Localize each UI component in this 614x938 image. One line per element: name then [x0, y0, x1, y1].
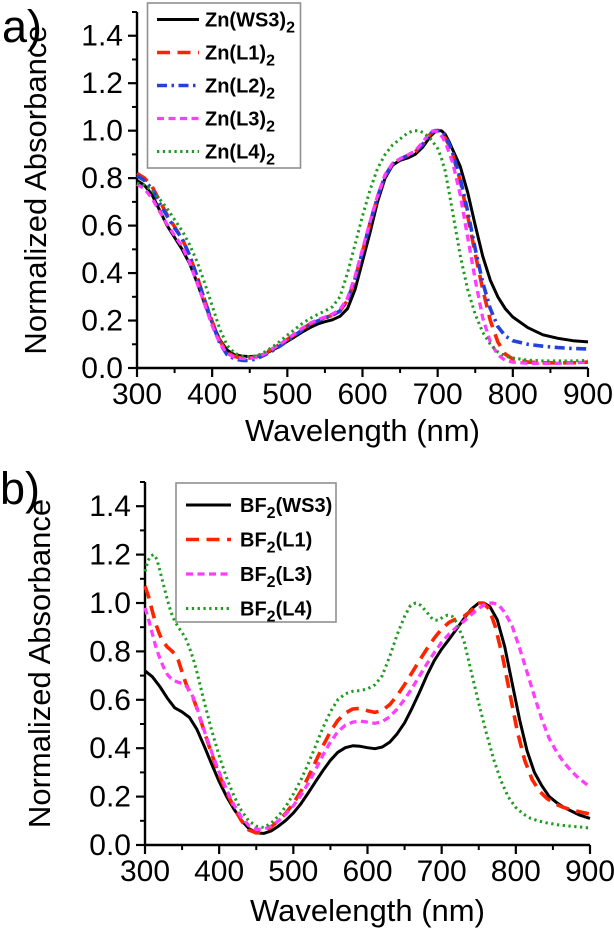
legend-label: BF2(WS3)	[240, 495, 332, 522]
panel-b-label: b)	[0, 463, 41, 514]
legend-entry-BF2(L1): BF2(L1)	[186, 530, 312, 557]
legend-label: Zn(L3)2	[205, 109, 275, 136]
y-tick-label: 0.2	[89, 781, 131, 814]
x-tick-label: 400	[187, 378, 237, 411]
y-tick-label: 1.0	[89, 587, 131, 620]
legend-entry-BF2(L3): BF2(L3)	[186, 564, 312, 591]
legend-entry-Zn(L2)2: Zn(L2)2	[157, 76, 275, 103]
y-axis-title: Normalized Absorbance	[18, 25, 53, 354]
legend-entry-BF2(WS3): BF2(WS3)	[186, 495, 332, 522]
legend-entry-Zn(WS3)2: Zn(WS3)2	[157, 10, 295, 37]
x-axis: 300 400 500 600 700 800 900	[120, 845, 614, 888]
legend-label: Zn(L4)2	[205, 142, 275, 169]
legend-label: Zn(L1)2	[205, 43, 275, 70]
x-tick-label: 500	[268, 855, 318, 888]
x-tick-label: 700	[413, 378, 463, 411]
legend-label: BF2(L3)	[240, 564, 312, 591]
panel-a-label: a)	[2, 1, 43, 52]
y-tick-label: 0.4	[81, 257, 123, 290]
legend-entry-Zn(L4)2: Zn(L4)2	[157, 142, 275, 169]
curve-Zn(L2)2	[136, 128, 589, 363]
legend-label: Zn(WS3)2	[205, 10, 295, 37]
x-tick-label: 800	[488, 378, 538, 411]
x-tick-label: 400	[194, 855, 244, 888]
x-axis: 300 400 500 600 700 800 900	[112, 368, 613, 411]
y-tick-label: 0.2	[81, 305, 123, 338]
curve-Zn(L1)2	[136, 128, 589, 365]
curve-BF2(WS3)	[144, 601, 591, 835]
legend-entry-BF2(L4): BF2(L4)	[186, 599, 312, 626]
y-tick-label: 0.8	[81, 162, 123, 195]
y-tick-label: 1.2	[81, 67, 123, 100]
y-tick-label: 0.6	[89, 684, 131, 717]
y-axis: 0.0 0.2 0.4 0.6 0.8 1.0 1.2 1.4	[89, 481, 145, 862]
x-tick-label: 900	[563, 378, 613, 411]
y-tick-label: 0.0	[81, 352, 123, 385]
x-tick-label: 500	[262, 378, 312, 411]
x-axis-title: Wavelength (nm)	[250, 893, 485, 928]
legend-label: BF2(L1)	[240, 530, 312, 557]
x-tick-label: 600	[342, 855, 392, 888]
panel-b-plot: 300 400 500 600 700 800 900 0.0 0.2 0.4 0.6 0.8 1.0 1…	[22, 481, 614, 928]
x-tick-label: 700	[417, 855, 467, 888]
x-tick-label: 300	[120, 855, 170, 888]
x-tick-label: 800	[491, 855, 541, 888]
y-tick-label: 0.6	[81, 210, 123, 243]
curve-BF2(L3)	[143, 601, 591, 831]
x-tick-label: 600	[337, 378, 387, 411]
y-tick-label: 0.0	[89, 829, 131, 862]
y-tick-label: 1.4	[81, 20, 123, 53]
curve-BF2(L4)	[143, 553, 591, 830]
curve-BF2(L1)	[143, 585, 591, 835]
x-tick-label: 300	[112, 378, 162, 411]
legend-label: Zn(L2)2	[205, 76, 275, 103]
legend: BF2(WS3) BF2(L1) BF2(L3) BF2(L4)	[175, 482, 337, 626]
panel-a-plot: 300 400 500 600 700 800 900 0.0 0.2 0.4 0.6 0.8 1.0 1…	[18, 2, 613, 448]
y-tick-label: 1.0	[81, 115, 123, 148]
y-tick-label: 1.2	[89, 539, 131, 572]
x-axis-title: Wavelength (nm)	[245, 413, 480, 448]
curve-Zn(L3)2	[136, 129, 589, 365]
legend: Zn(WS3)2 Zn(L1)2 Zn(L2)2 Zn(L3)2 Zn(L4)2	[146, 2, 302, 169]
y-axis-title: Normalized Absorbance	[22, 499, 57, 828]
legend-entry-Zn(L1)2: Zn(L1)2	[157, 43, 275, 70]
legend-entry-Zn(L3)2: Zn(L3)2	[157, 109, 275, 136]
y-axis: 0.0 0.2 0.4 0.6 0.8 1.0 1.2 1.4	[81, 11, 137, 385]
y-tick-label: 1.4	[89, 490, 131, 523]
y-tick-label: 0.4	[89, 732, 131, 765]
curve-Zn(L4)2	[136, 129, 589, 363]
legend-label: BF2(L4)	[240, 599, 312, 626]
y-tick-label: 0.8	[89, 635, 131, 668]
x-tick-label: 900	[565, 855, 614, 888]
